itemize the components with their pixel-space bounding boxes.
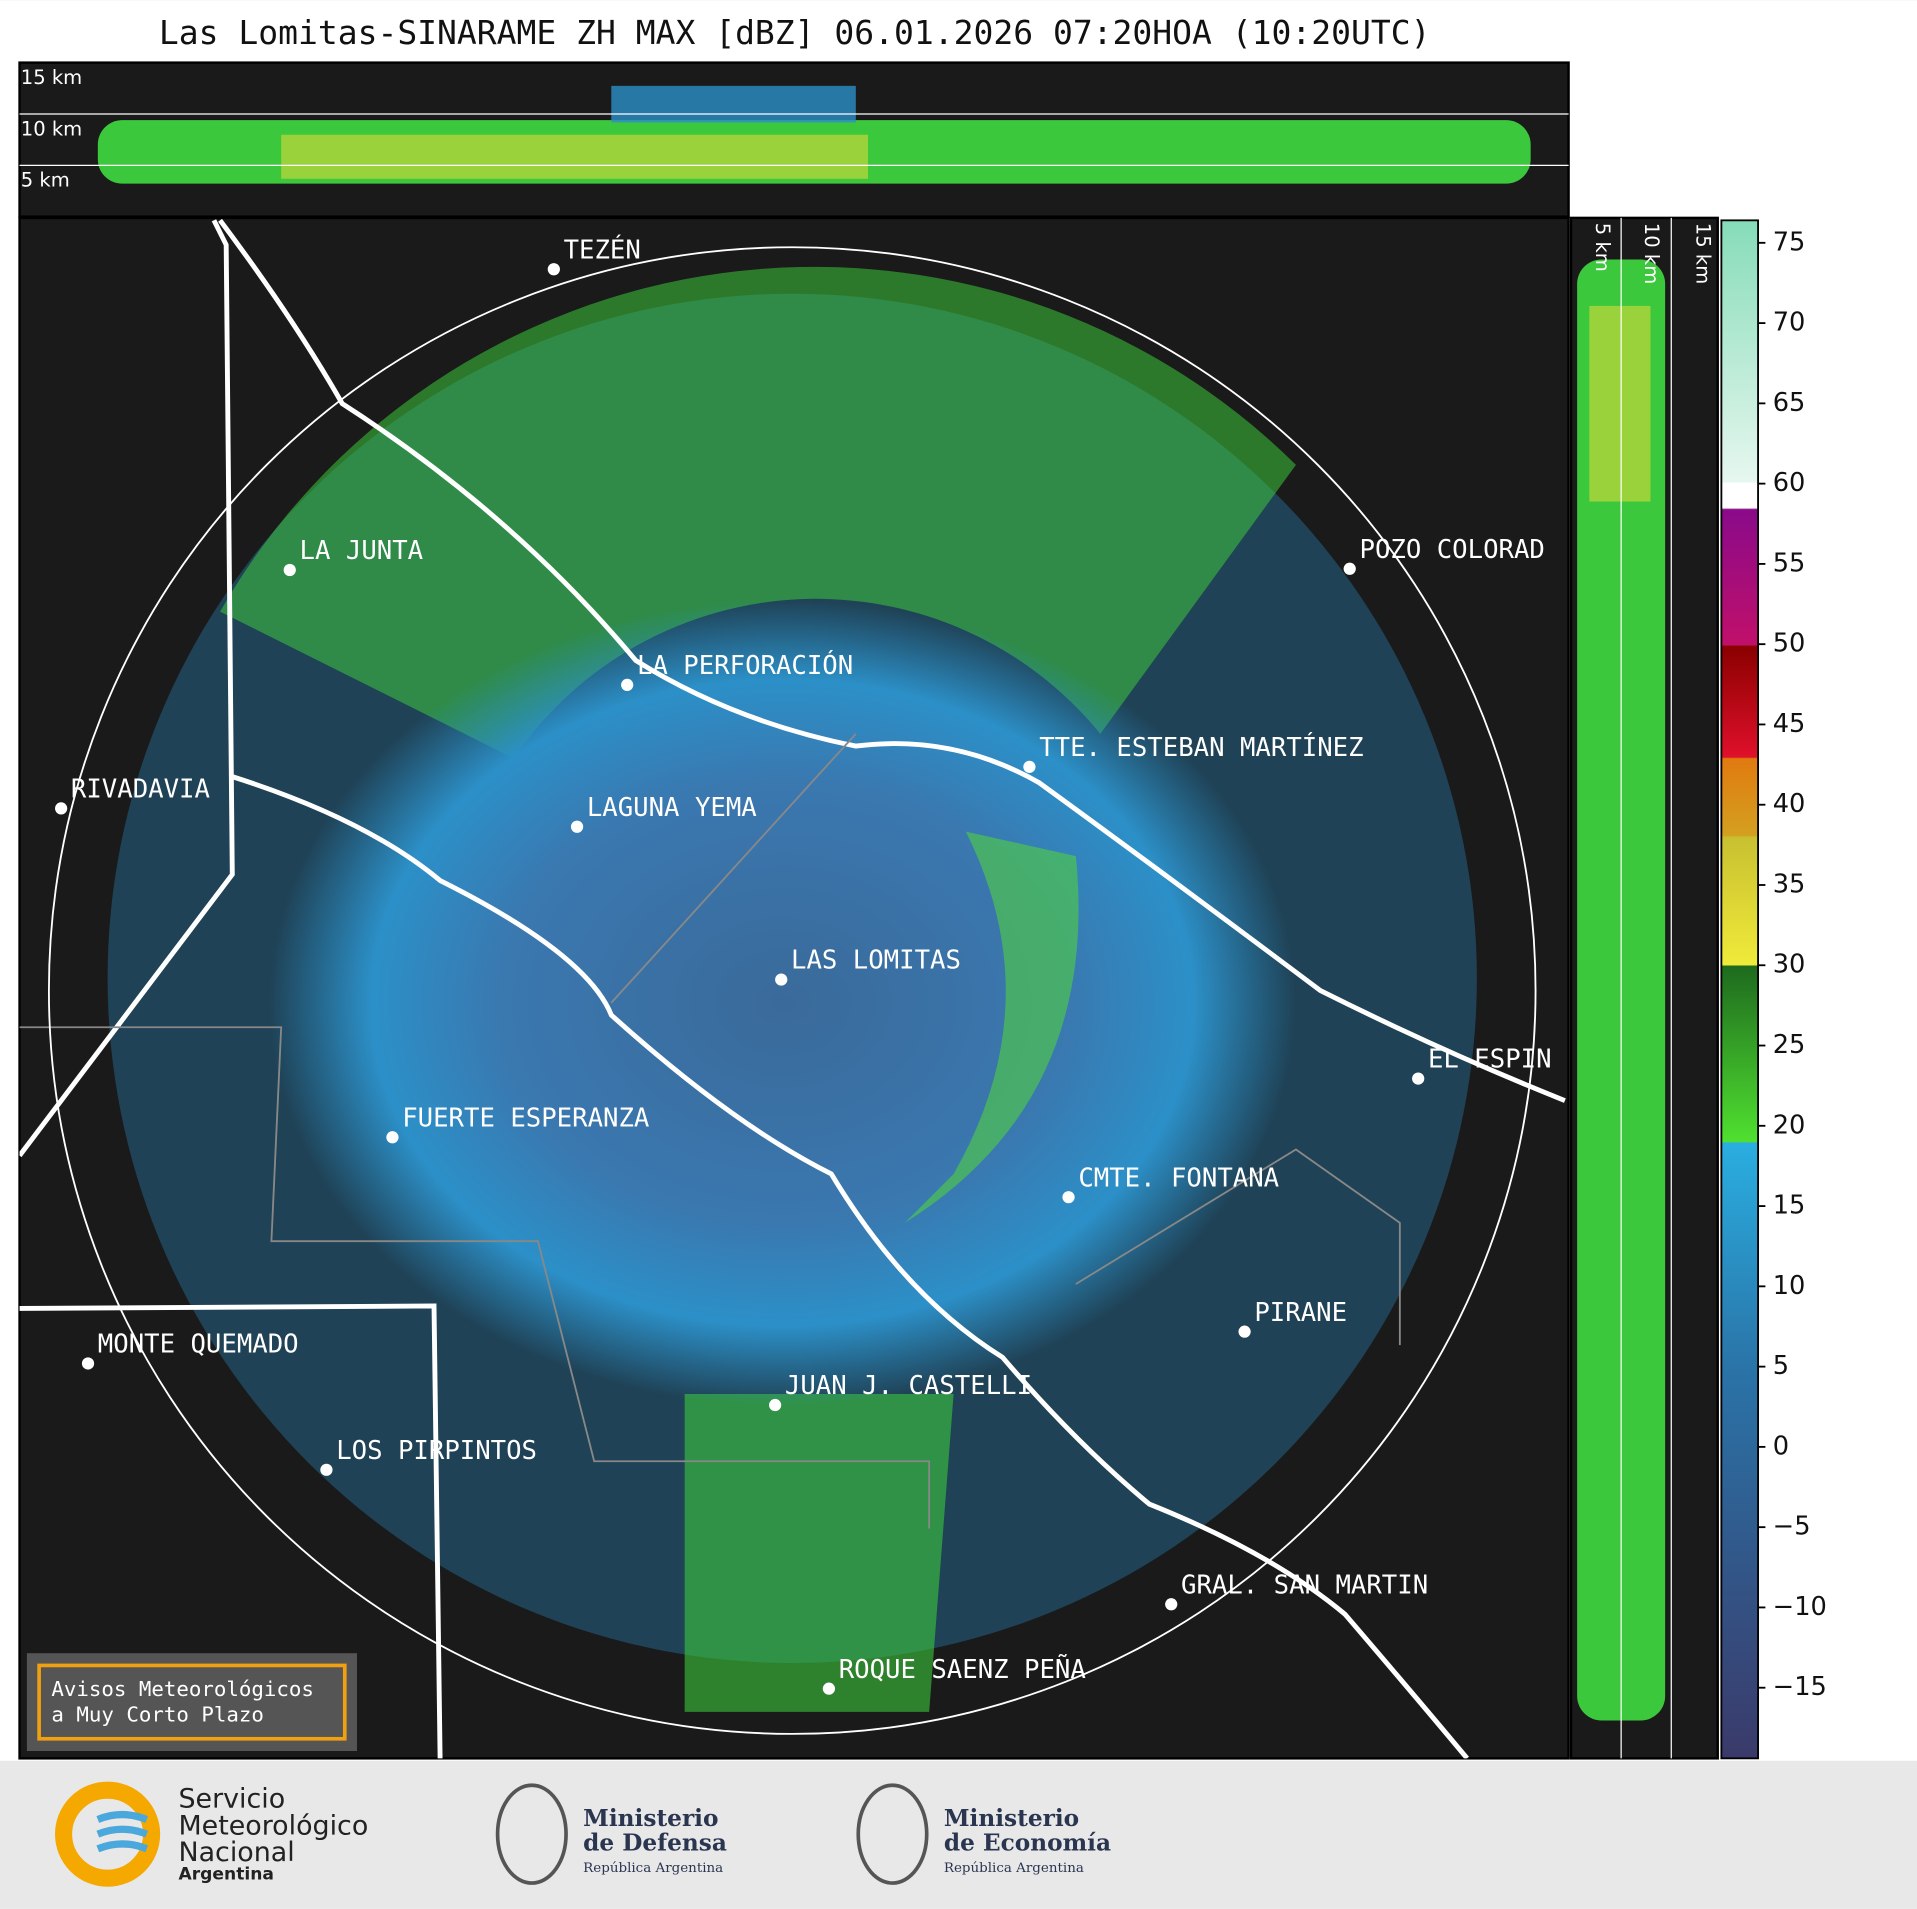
colorbar-tick-label: 55 bbox=[1773, 548, 1806, 578]
ministry-text: Ministerio bbox=[944, 1805, 1079, 1832]
place-dot bbox=[1412, 1072, 1425, 1085]
place-dot bbox=[775, 973, 788, 986]
top-echo-core bbox=[281, 134, 869, 179]
side-echo-core bbox=[1589, 305, 1651, 502]
place-label: GRAL. SAN MARTIN bbox=[1181, 1570, 1428, 1600]
place-label: EL ESPIN bbox=[1428, 1045, 1552, 1075]
smn-text: Meteorológico bbox=[178, 1810, 368, 1841]
place-label: POZO COLORAD bbox=[1360, 535, 1545, 565]
place-label: ROQUE SAENZ PEÑA bbox=[839, 1653, 1086, 1685]
place-dot bbox=[283, 563, 296, 577]
place-label: TTE. ESTEBAN MARTÍNEZ bbox=[1039, 731, 1363, 763]
place-label: LAS LOMITAS bbox=[791, 946, 961, 976]
place-dot bbox=[1238, 1325, 1251, 1338]
smn-text: Servicio bbox=[178, 1783, 285, 1814]
warning-text: a Muy Corto Plazo bbox=[51, 1703, 264, 1727]
place-dot bbox=[1062, 1191, 1075, 1204]
ministry-text: de Defensa bbox=[583, 1829, 727, 1856]
ministry-text: Ministerio bbox=[583, 1805, 718, 1832]
colorbar-tick-label: 20 bbox=[1773, 1110, 1806, 1140]
colorbar-tick-label: 65 bbox=[1773, 388, 1806, 418]
department-border bbox=[19, 733, 1401, 1529]
smn-text: Nacional bbox=[178, 1837, 294, 1868]
place-dot bbox=[570, 820, 584, 833]
ministry-text: República Argentina bbox=[944, 1861, 1084, 1876]
smn-text: Argentina bbox=[178, 1864, 273, 1884]
colorbar-tick-label: 25 bbox=[1773, 1030, 1806, 1060]
place-dot bbox=[1023, 760, 1036, 773]
colorbar-tick-label: 75 bbox=[1773, 227, 1806, 257]
place-label: MONTE QUEMADO bbox=[98, 1330, 299, 1360]
height-label: 5 km bbox=[21, 169, 70, 192]
height-label: 15 km bbox=[1691, 223, 1714, 284]
colorbar-tick-label: 15 bbox=[1773, 1191, 1806, 1221]
colorbar-tick-label: 60 bbox=[1773, 468, 1806, 498]
colorbar-tick-label: 10 bbox=[1773, 1271, 1806, 1301]
place-dot bbox=[1165, 1598, 1178, 1611]
colorbar-tick-label: 35 bbox=[1773, 869, 1806, 899]
province-border bbox=[19, 219, 443, 1759]
colorbar bbox=[1720, 219, 1759, 1760]
colorbar-tick-label: 0 bbox=[1773, 1431, 1789, 1461]
colorbar-tick-label: 70 bbox=[1773, 308, 1806, 338]
warning-frame bbox=[37, 1663, 347, 1741]
height-label: 10 km bbox=[1640, 223, 1663, 284]
echo-green-south bbox=[684, 1394, 954, 1712]
coat-of-arms bbox=[856, 1783, 929, 1885]
colorbar-tick-label: −10 bbox=[1773, 1592, 1827, 1622]
place-dot bbox=[822, 1682, 836, 1695]
warning-text: Avisos Meteorológicos bbox=[51, 1677, 314, 1701]
ministry-text: República Argentina bbox=[583, 1861, 723, 1876]
warning-box bbox=[26, 1653, 357, 1752]
place-dot bbox=[547, 263, 560, 276]
map-layers bbox=[19, 218, 1566, 1759]
place-label: JUAN J. CASTELLI bbox=[785, 1371, 1032, 1401]
title: Las Lomitas-SINARAME ZH MAX [dBZ] 06.01.… bbox=[159, 13, 1431, 52]
place-label: LOS PIRPINTOS bbox=[336, 1436, 537, 1466]
range-ring bbox=[47, 246, 1537, 1735]
place-label: PIRANE bbox=[1254, 1298, 1347, 1328]
place-dot bbox=[386, 1131, 399, 1144]
place-label: LA PERFORACIÓN bbox=[637, 649, 853, 681]
echo-core bbox=[268, 599, 1296, 1407]
place-dot bbox=[81, 1357, 95, 1370]
colorbar-tick-label: −5 bbox=[1773, 1512, 1811, 1542]
colorbar-tick-label: −15 bbox=[1773, 1672, 1827, 1702]
footer-band bbox=[0, 1760, 1917, 1909]
place-dot bbox=[320, 1463, 333, 1476]
place-dot bbox=[55, 802, 68, 815]
river bbox=[218, 218, 1566, 1103]
smn-logo bbox=[55, 1781, 161, 1887]
top-echo-high bbox=[611, 85, 856, 123]
colorbar-tick-label: 50 bbox=[1773, 629, 1806, 659]
place-label: LA JUNTA bbox=[300, 536, 424, 566]
place-dot bbox=[1343, 562, 1356, 575]
height-label: 5 km bbox=[1591, 223, 1614, 272]
height-label: 10 km bbox=[21, 117, 82, 140]
place-label: RIVADAVIA bbox=[71, 775, 210, 805]
place-label: FUERTE ESPERANZA bbox=[402, 1103, 649, 1133]
echo-green-north bbox=[220, 266, 1296, 759]
place-label: CMTE. FONTANA bbox=[1078, 1163, 1279, 1193]
echo-band bbox=[904, 831, 1079, 1223]
colorbar-tick-label: 5 bbox=[1773, 1351, 1789, 1381]
colorbar-tick-label: 30 bbox=[1773, 950, 1806, 980]
colorbar-tick-label: 45 bbox=[1773, 709, 1806, 739]
place-dot bbox=[769, 1398, 782, 1412]
coat-of-arms bbox=[495, 1783, 568, 1885]
place-dot bbox=[621, 678, 634, 692]
place-label: LAGUNA YEMA bbox=[587, 793, 757, 823]
place-label: TEZÉN bbox=[564, 233, 641, 265]
river bbox=[231, 774, 1469, 1759]
ministry-text: de Economía bbox=[944, 1829, 1111, 1856]
smn-logo-waves bbox=[96, 1810, 149, 1853]
colorbar-tick-label: 40 bbox=[1773, 789, 1806, 819]
height-label: 15 km bbox=[21, 66, 82, 89]
